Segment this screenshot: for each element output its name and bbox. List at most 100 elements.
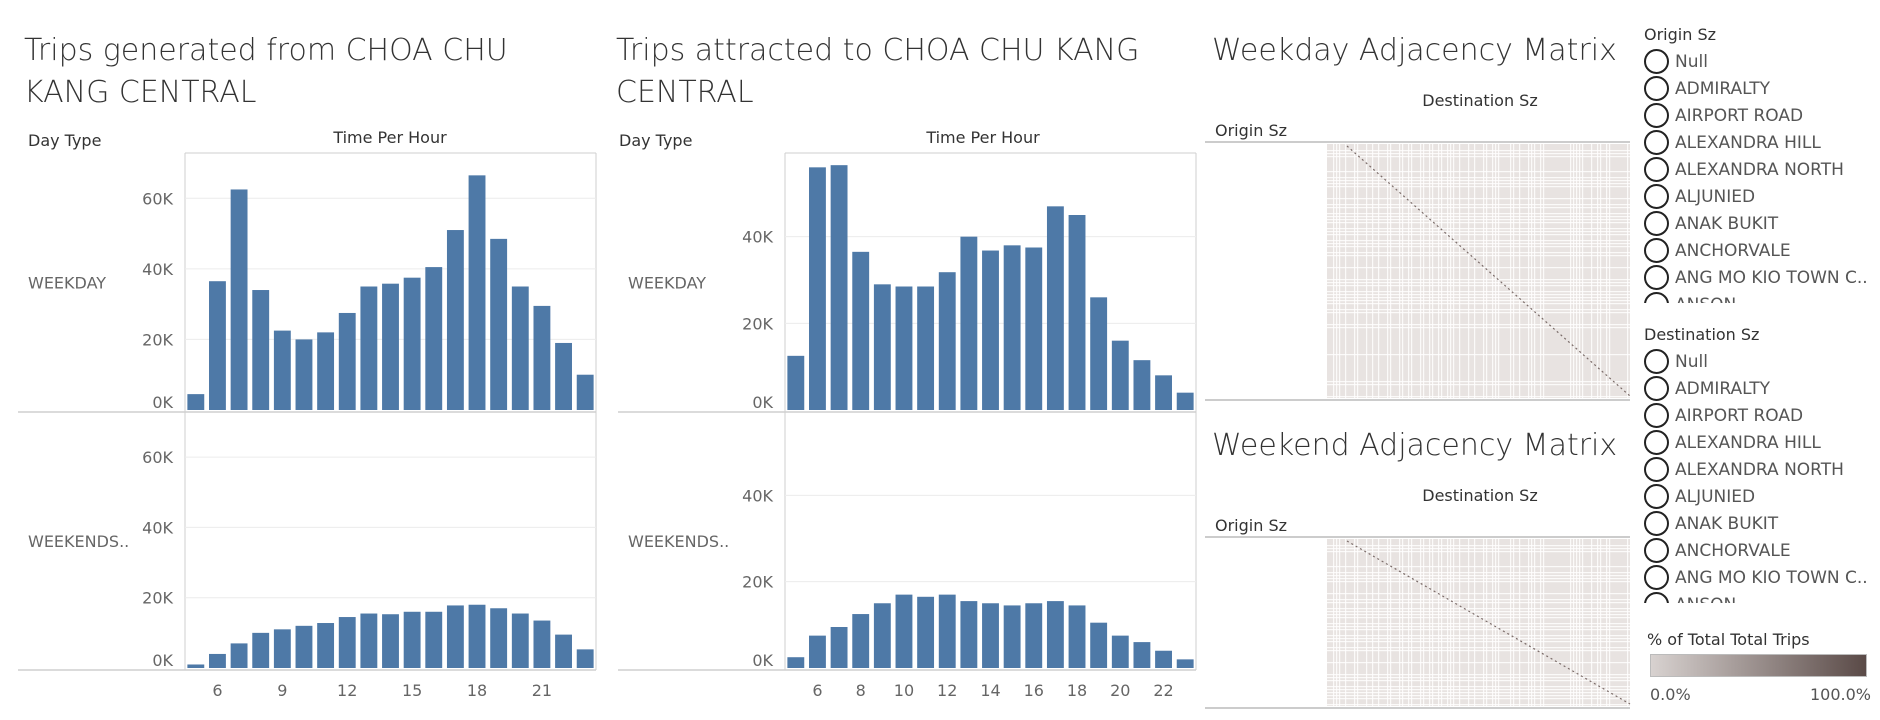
bar-weekend-18[interactable] [1068, 605, 1086, 668]
bar-weekend-19[interactable] [490, 608, 508, 668]
bar-weekday-16[interactable] [425, 267, 443, 410]
radio-button-icon[interactable] [1644, 157, 1669, 182]
radio-button-icon[interactable] [1644, 403, 1669, 428]
radio-button-icon[interactable] [1644, 511, 1669, 536]
bar-weekend-15[interactable] [403, 611, 421, 668]
bar-weekend-8[interactable] [852, 614, 870, 668]
destination-option[interactable]: ALJUNIED [1644, 483, 1874, 510]
radio-button-icon[interactable] [1644, 265, 1669, 290]
bar-weekend-6[interactable] [809, 635, 826, 668]
radio-button-icon[interactable] [1644, 457, 1669, 482]
radio-button-icon[interactable] [1644, 484, 1669, 509]
destination-option[interactable]: Null [1644, 348, 1874, 375]
bar-weekday-11[interactable] [317, 332, 335, 410]
bar-weekday-14[interactable] [382, 283, 399, 410]
bar-weekend-16[interactable] [1025, 603, 1043, 668]
bar-weekend-17[interactable] [446, 605, 464, 668]
bar-weekend-5[interactable] [187, 664, 205, 668]
radio-button-icon[interactable] [1644, 349, 1669, 374]
destination-option[interactable]: ALEXANDRA HILL [1644, 429, 1874, 456]
radio-button-icon[interactable] [1644, 103, 1669, 128]
bar-weekend-23[interactable] [576, 649, 594, 668]
bar-weekday-16[interactable] [1025, 247, 1043, 411]
radio-button-icon[interactable] [1644, 538, 1669, 563]
bar-weekend-13[interactable] [360, 613, 378, 668]
bar-weekday-22[interactable] [555, 342, 572, 410]
bar-weekend-20[interactable] [1111, 635, 1129, 668]
bar-weekday-20[interactable] [511, 286, 529, 411]
weekday-adjacency-matrix[interactable] [1205, 140, 1635, 402]
bar-weekday-7[interactable] [830, 165, 848, 410]
radio-button-icon[interactable] [1644, 130, 1669, 155]
origin-option[interactable]: ANG MO KIO TOWN C.. [1644, 264, 1874, 291]
bar-weekday-22[interactable] [1155, 375, 1172, 410]
bar-weekday-20[interactable] [1111, 340, 1129, 410]
bar-weekday-23[interactable] [1176, 392, 1194, 410]
bar-weekday-21[interactable] [1133, 360, 1151, 410]
bar-weekday-8[interactable] [852, 251, 870, 410]
bar-weekend-8[interactable] [252, 632, 270, 668]
origin-option[interactable]: Null [1644, 48, 1874, 75]
bar-weekend-7[interactable] [230, 643, 248, 668]
bar-weekday-13[interactable] [960, 236, 978, 410]
destination-option[interactable]: ALEXANDRA NORTH [1644, 456, 1874, 483]
origin-option[interactable]: ANSON [1644, 291, 1874, 303]
bar-weekday-9[interactable] [873, 284, 891, 410]
bar-weekday-23[interactable] [576, 374, 594, 410]
radio-button-icon[interactable] [1644, 184, 1669, 209]
bar-weekend-18[interactable] [468, 604, 486, 668]
destination-option[interactable]: ANCHORVALE [1644, 537, 1874, 564]
destination-option[interactable]: ANSON [1644, 591, 1874, 603]
origin-option[interactable]: ANCHORVALE [1644, 237, 1874, 264]
radio-button-icon[interactable] [1644, 76, 1669, 101]
bar-weekday-18[interactable] [1068, 215, 1086, 410]
radio-button-icon[interactable] [1644, 376, 1669, 401]
destination-option[interactable]: ANG MO KIO TOWN C.. [1644, 564, 1874, 591]
radio-button-icon[interactable] [1644, 592, 1669, 603]
bar-weekend-15[interactable] [1003, 605, 1021, 668]
bar-weekday-19[interactable] [1090, 297, 1108, 410]
bar-weekend-19[interactable] [1090, 622, 1108, 668]
bar-weekday-7[interactable] [230, 189, 248, 410]
origin-option[interactable]: ALEXANDRA NORTH [1644, 156, 1874, 183]
bar-weekend-21[interactable] [1133, 642, 1151, 668]
bar-weekday-19[interactable] [490, 238, 508, 410]
bar-weekday-13[interactable] [360, 286, 378, 411]
bar-weekend-12[interactable] [338, 617, 356, 668]
bar-weekday-21[interactable] [533, 305, 551, 410]
bar-weekday-17[interactable] [446, 230, 464, 410]
destination-option[interactable]: AIRPORT ROAD [1644, 402, 1874, 429]
bar-weekend-17[interactable] [1046, 601, 1064, 668]
destination-option[interactable]: ADMIRALTY [1644, 375, 1874, 402]
bar-weekday-11[interactable] [917, 286, 935, 411]
bar-weekend-16[interactable] [425, 611, 443, 668]
bar-weekday-18[interactable] [468, 175, 486, 410]
bar-weekend-5[interactable] [787, 657, 805, 668]
bar-weekday-9[interactable] [273, 330, 291, 410]
radio-button-icon[interactable] [1644, 49, 1669, 74]
bar-weekend-10[interactable] [895, 594, 913, 668]
bar-weekend-10[interactable] [295, 625, 313, 668]
bar-weekend-14[interactable] [982, 603, 999, 668]
bar-weekday-12[interactable] [938, 272, 956, 410]
bar-weekend-23[interactable] [1176, 659, 1194, 668]
bar-weekend-22[interactable] [555, 634, 572, 668]
bar-weekday-8[interactable] [252, 290, 270, 410]
bar-weekday-12[interactable] [338, 312, 356, 410]
bar-weekend-6[interactable] [209, 653, 226, 668]
radio-button-icon[interactable] [1644, 565, 1669, 590]
origin-option[interactable]: ADMIRALTY [1644, 75, 1874, 102]
radio-button-icon[interactable] [1644, 211, 1669, 236]
bar-weekday-6[interactable] [209, 281, 226, 410]
bar-weekend-13[interactable] [960, 601, 978, 668]
bar-weekday-5[interactable] [187, 394, 205, 410]
origin-option[interactable]: ALEXANDRA HILL [1644, 129, 1874, 156]
destination-filter-list[interactable]: Null ADMIRALTY AIRPORT ROAD ALEXANDRA HILL A… [1644, 348, 1874, 603]
bar-weekend-12[interactable] [938, 594, 956, 668]
bar-weekday-15[interactable] [1003, 245, 1021, 410]
destination-option[interactable]: ANAK BUKIT [1644, 510, 1874, 537]
bar-weekday-10[interactable] [895, 286, 913, 411]
bar-weekend-9[interactable] [873, 603, 891, 668]
bar-weekend-11[interactable] [317, 623, 335, 668]
bar-weekday-10[interactable] [295, 339, 313, 410]
